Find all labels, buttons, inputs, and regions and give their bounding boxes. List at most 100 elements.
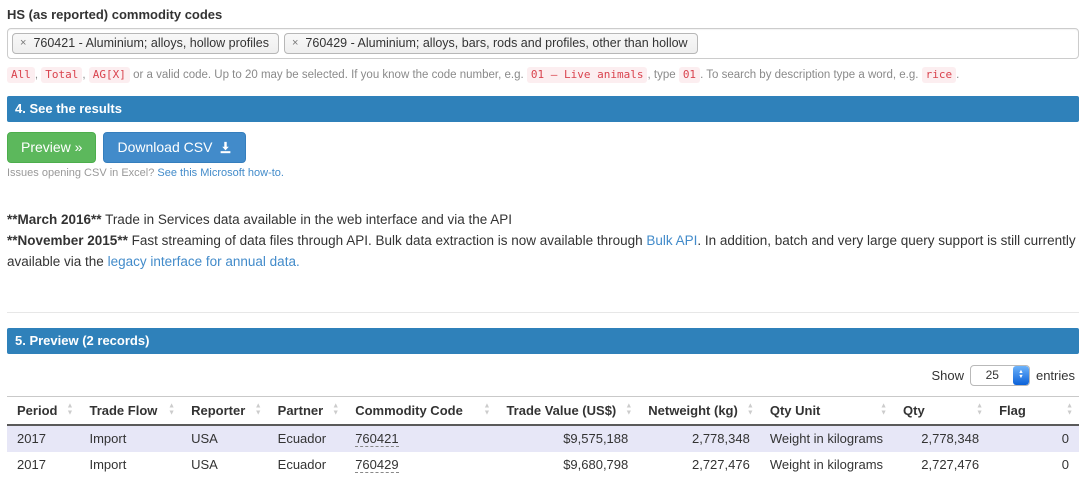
divider xyxy=(7,311,1079,313)
news-block: **March 2016** Trade in Services data av… xyxy=(7,210,1079,273)
cell-qty: 2,778,348 xyxy=(893,424,990,452)
column-label: Qty xyxy=(903,402,925,418)
download-icon xyxy=(219,141,232,154)
cell-period: 2017 xyxy=(7,451,80,478)
column-label: Qty Unit xyxy=(769,402,821,418)
column-header-reporter[interactable]: Reporter ▲ ▼ xyxy=(181,395,268,426)
section-header-results: 4. See the results xyxy=(7,96,1079,122)
code-example: 01 xyxy=(678,67,701,83)
code-example: rice xyxy=(921,67,957,83)
csv-note-text: Issues opening CSV in Excel? xyxy=(7,167,158,179)
column-label: Trade Flow xyxy=(89,402,158,418)
code-example: All xyxy=(7,67,35,83)
cell-reporter: USA xyxy=(181,424,268,452)
news-item: **March 2016** Trade in Services data av… xyxy=(7,210,1079,231)
commodity-tag-label: 760421 - Aluminium; alloys, hollow profi… xyxy=(33,36,269,50)
column-label: Netweight (kg) xyxy=(648,402,738,418)
entries-label: entries xyxy=(1035,367,1075,383)
cell-trade-value: $9,680,798 xyxy=(496,451,639,478)
help-text: . xyxy=(956,69,960,81)
remove-tag-icon[interactable]: × xyxy=(291,37,299,49)
sort-icon: ▲ ▼ xyxy=(625,402,633,417)
news-text: Trade in Services data available in the … xyxy=(101,212,513,227)
section-header-preview: 5. Preview (2 records) xyxy=(7,327,1079,354)
page-size-select[interactable]: 25 ▲ ▼ xyxy=(969,364,1030,386)
microsoft-howto-link[interactable]: See this Microsoft how-to. xyxy=(157,167,284,179)
cell-trade-value: $9,575,188 xyxy=(496,424,639,452)
column-header-flag[interactable]: Flag ▲ ▼ xyxy=(989,395,1079,426)
column-label: Flag xyxy=(999,402,1026,418)
column-header-commodity-code[interactable]: Commodity Code ▲ ▼ xyxy=(345,395,497,426)
cell-trade-flow: Import xyxy=(79,451,182,478)
column-header-partner[interactable]: Partner ▲ ▼ xyxy=(267,395,346,426)
news-text: Fast streaming of data files through API… xyxy=(127,232,647,248)
page-size-value: 25 xyxy=(985,368,999,383)
column-label: Commodity Code xyxy=(355,402,463,418)
cell-netweight: 2,727,476 xyxy=(638,451,760,478)
commodity-tag: × 760429 - Aluminium; alloys, bars, rods… xyxy=(283,33,698,54)
cell-partner: Ecuador xyxy=(267,451,346,478)
commodity-tag-label: 760429 - Aluminium; alloys, bars, rods a… xyxy=(305,36,688,50)
cell-qty-unit: Weight in kilograms xyxy=(759,424,894,452)
cell-qty-unit: Weight in kilograms xyxy=(759,451,894,478)
column-label: Reporter xyxy=(191,402,246,418)
legacy-interface-link[interactable]: legacy interface for annual data. xyxy=(107,253,300,269)
help-text: , type xyxy=(647,69,679,81)
download-csv-label: Download CSV xyxy=(117,139,213,155)
sort-icon: ▲ ▼ xyxy=(483,402,491,417)
help-text: . To search by description type a word, … xyxy=(700,69,922,81)
column-header-trade-value[interactable]: Trade Value (US$) ▲ ▼ xyxy=(496,395,639,426)
column-header-netweight[interactable]: Netweight (kg) ▲ ▼ xyxy=(638,395,760,426)
commodity-tag: × 760421 - Aluminium; alloys, hollow pro… xyxy=(12,33,279,54)
column-header-qty[interactable]: Qty ▲ ▼ xyxy=(893,395,990,426)
cell-reporter: USA xyxy=(181,451,268,478)
cell-flag: 0 xyxy=(989,424,1079,452)
news-date: **November 2015** xyxy=(7,232,128,248)
column-header-period[interactable]: Period ▲ ▼ xyxy=(7,395,80,426)
sort-icon: ▲ ▼ xyxy=(746,402,754,417)
commodity-code-link[interactable]: 760429 xyxy=(355,456,399,473)
commodity-help-text: All, Total, AG[X] or a valid code. Up to… xyxy=(7,67,1079,83)
sort-icon: ▲ ▼ xyxy=(168,402,176,417)
cell-trade-flow: Import xyxy=(79,424,182,452)
preview-table: Period ▲ ▼ Trade Flow ▲ ▼ Reporter ▲ ▼ Partner… xyxy=(7,395,1079,478)
sort-icon: ▲ ▼ xyxy=(254,402,262,417)
cell-qty: 2,727,476 xyxy=(893,451,990,478)
remove-tag-icon[interactable]: × xyxy=(20,37,27,49)
sort-icon: ▲ ▼ xyxy=(66,402,74,417)
code-example: 01 – Live animals xyxy=(526,67,648,83)
bulk-api-link[interactable]: Bulk API xyxy=(646,232,698,248)
preview-button[interactable]: Preview » xyxy=(7,132,97,163)
news-item: **November 2015** Fast streaming of data… xyxy=(7,231,1079,273)
commodity-codes-input[interactable]: × 760421 - Aluminium; alloys, hollow pro… xyxy=(7,28,1079,59)
help-text: or a valid code. Up to 20 may be selecte… xyxy=(129,69,527,81)
sort-icon: ▲ ▼ xyxy=(332,402,340,417)
sort-icon: ▲ ▼ xyxy=(880,402,888,417)
column-header-trade-flow[interactable]: Trade Flow ▲ ▼ xyxy=(79,395,182,426)
code-example: AG[X] xyxy=(88,67,130,83)
cell-partner: Ecuador xyxy=(267,424,346,452)
select-stepper-icon: ▲ ▼ xyxy=(1012,365,1029,385)
column-label: Period xyxy=(17,402,58,418)
code-example: Total xyxy=(41,67,83,83)
cell-netweight: 2,778,348 xyxy=(638,424,760,452)
sort-icon: ▲ ▼ xyxy=(1066,402,1073,417)
show-label: Show xyxy=(931,367,964,383)
column-header-qty-unit[interactable]: Qty Unit ▲ ▼ xyxy=(759,395,894,426)
column-label: Partner xyxy=(277,402,324,418)
commodity-codes-label: HS (as reported) commodity codes xyxy=(7,7,223,22)
table-row: 2017 Import USA Ecuador 760421 $9,575,18… xyxy=(7,424,1079,452)
table-row: 2017 Import USA Ecuador 760429 $9,680,79… xyxy=(7,451,1079,478)
help-sep: , xyxy=(82,69,89,81)
cell-commodity-code: 760421 xyxy=(345,424,497,452)
cell-commodity-code: 760429 xyxy=(345,451,497,478)
download-csv-button[interactable]: Download CSV xyxy=(103,132,247,163)
table-header-row: Period ▲ ▼ Trade Flow ▲ ▼ Reporter ▲ ▼ Partner… xyxy=(7,395,1079,426)
cell-flag: 0 xyxy=(989,451,1079,478)
news-text: . In addition, batch and very large quer… xyxy=(7,232,1076,269)
sort-icon: ▲ ▼ xyxy=(976,402,984,417)
help-sep: , xyxy=(34,69,42,81)
news-date: **March 2016** xyxy=(7,212,102,227)
cell-period: 2017 xyxy=(7,424,80,452)
column-label: Trade Value (US$) xyxy=(506,402,617,418)
